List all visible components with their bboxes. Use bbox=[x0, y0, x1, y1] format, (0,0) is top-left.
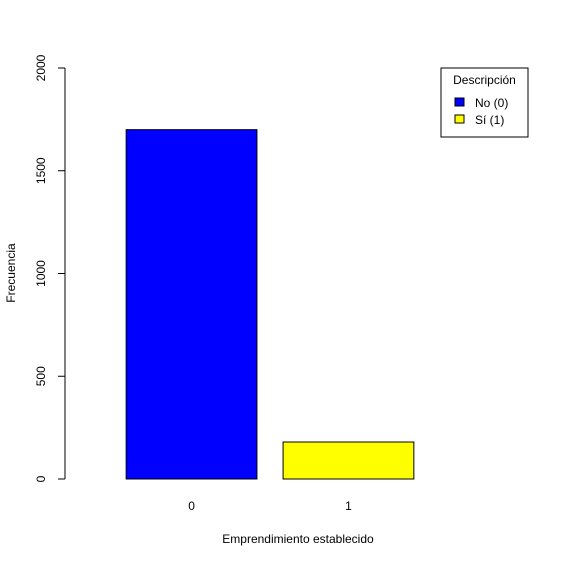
x-axis-label: Emprendimiento establecido bbox=[222, 532, 374, 546]
y-axis: 0 500 1000 1500 2000 bbox=[34, 54, 66, 482]
legend-title: Descripción bbox=[453, 73, 516, 87]
y-tick-label-1: 500 bbox=[34, 366, 48, 386]
x-tick-label-0: 0 bbox=[188, 499, 195, 513]
bar-0 bbox=[125, 129, 258, 480]
legend-label-no: No (0) bbox=[475, 96, 508, 110]
bars bbox=[125, 129, 415, 480]
legend-label-si: Sí (1) bbox=[475, 113, 504, 127]
legend-swatch-si bbox=[454, 114, 465, 124]
legend-swatch-no bbox=[454, 97, 465, 107]
y-tick-label-2: 1000 bbox=[34, 260, 48, 287]
x-tick-label-1: 1 bbox=[345, 499, 352, 513]
legend: Descripción No (0) Sí (1) bbox=[440, 67, 529, 138]
y-tick-label-4: 2000 bbox=[34, 54, 48, 81]
y-tick-label-3: 1500 bbox=[34, 157, 48, 184]
y-tick-label-0: 0 bbox=[34, 475, 48, 482]
bar-1 bbox=[282, 441, 415, 480]
y-axis-label: Frecuencia bbox=[4, 243, 18, 303]
